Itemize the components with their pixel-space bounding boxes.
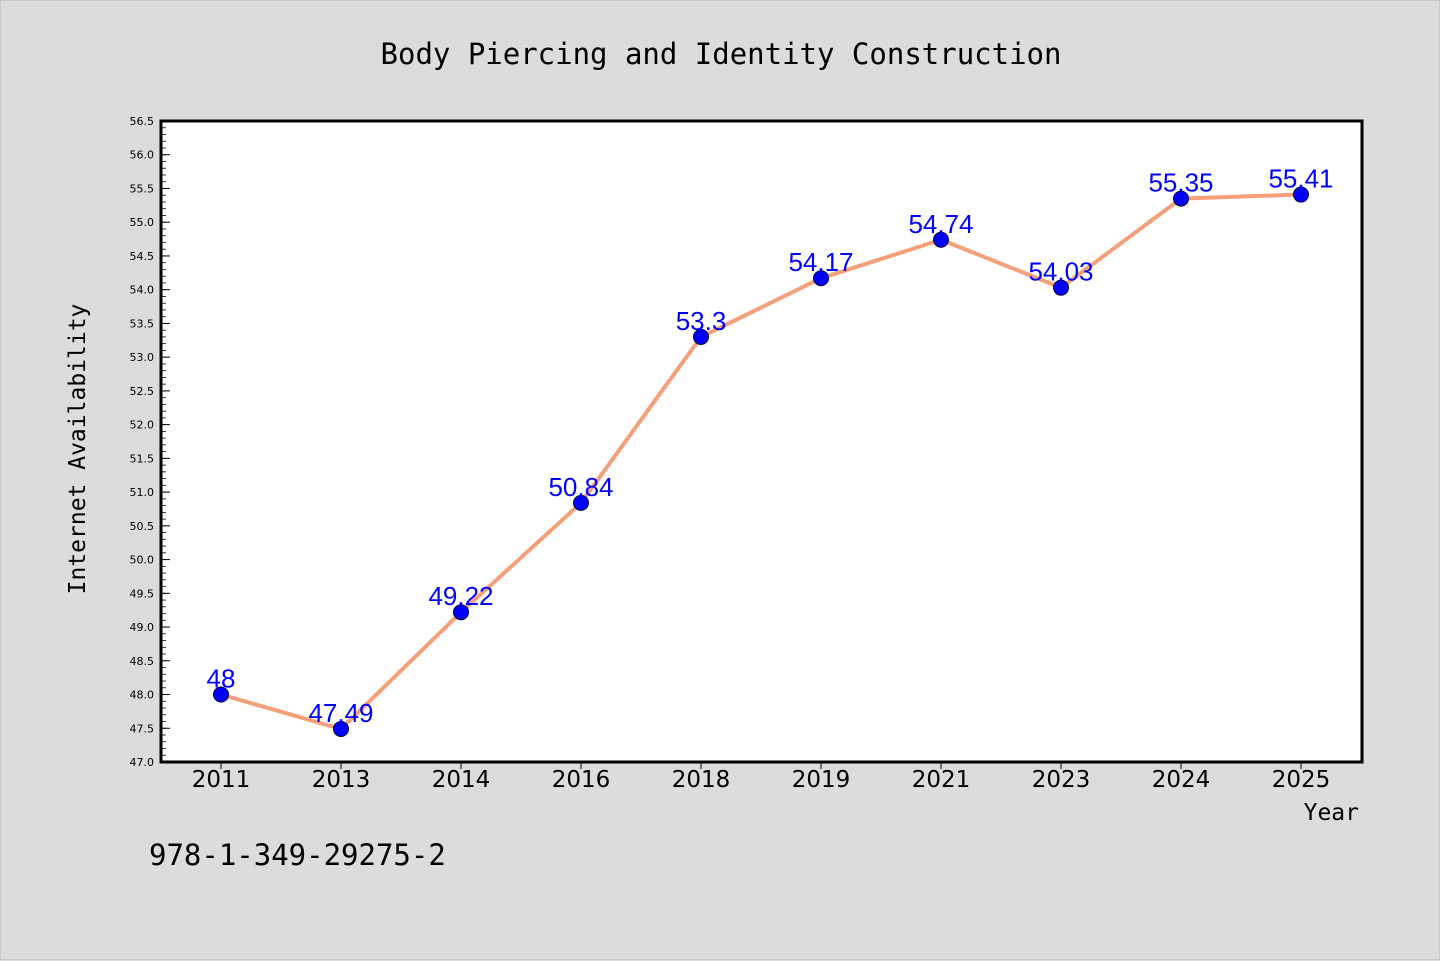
data-label: 53.3 (676, 306, 727, 336)
y-axis-ticks: 47.0 47.5 48.0 48.5 49.0 49.5 50.0 50.5 51.0 51.5… (130, 115, 170, 769)
y-tick-label: 49.0 (130, 621, 155, 634)
y-tick-label: 49.5 (130, 587, 155, 600)
data-label: 55.41 (1268, 164, 1333, 194)
data-labels: 48 47.49 49.22 50.84 53.3 54.17 54.74 54.03 55.3… (207, 164, 1334, 728)
data-point (1293, 186, 1309, 203)
data-label: 48 (207, 664, 236, 694)
y-tick-label: 56.0 (130, 149, 155, 162)
x-tick-label: 2011 (192, 767, 251, 793)
x-tick-label: 2021 (912, 767, 971, 793)
data-point (693, 328, 709, 345)
x-tick-label: 2016 (552, 767, 611, 793)
y-tick-label: 52.0 (130, 419, 155, 432)
y-tick-label: 48.5 (130, 655, 155, 668)
isbn-annotation: 978-1-349-29275-2 (149, 838, 446, 872)
plot-area (161, 121, 1362, 762)
data-point (1173, 190, 1189, 207)
y-tick-label: 50.5 (130, 520, 155, 533)
chart-title: Body Piercing and Identity Construction (381, 37, 1062, 71)
data-label: 54.74 (908, 209, 973, 239)
y-tick-label: 54.5 (130, 250, 155, 263)
data-point (573, 494, 589, 511)
data-point (453, 604, 469, 621)
x-axis-ticks: 2011 2013 2014 2016 2018 2019 2021 2023 2024 2025 (192, 762, 1331, 793)
data-label: 47.49 (308, 698, 373, 728)
data-label: 49.22 (428, 581, 493, 611)
data-point (213, 686, 229, 703)
y-tick-label: 56.5 (130, 115, 155, 128)
y-tick-label: 53.0 (130, 351, 155, 364)
y-tick-label: 50.0 (130, 554, 155, 567)
x-tick-label: 2018 (672, 767, 731, 793)
data-label: 54.17 (788, 247, 853, 277)
data-point (1053, 279, 1069, 296)
y-tick-label: 55.0 (130, 216, 155, 229)
data-label: 54.03 (1028, 257, 1093, 287)
y-tick-label: 51.5 (130, 452, 155, 465)
x-tick-label: 2014 (432, 767, 491, 793)
y-tick-label: 51.0 (130, 486, 155, 499)
x-tick-label: 2013 (312, 767, 371, 793)
x-tick-label: 2023 (1032, 767, 1091, 793)
x-tick-label: 2019 (792, 767, 851, 793)
data-label: 55.35 (1148, 168, 1213, 198)
y-tick-label: 55.5 (130, 182, 155, 195)
y-tick-label: 54.0 (130, 284, 155, 297)
y-tick-label: 48.0 (130, 689, 155, 702)
x-tick-label: 2025 (1272, 767, 1331, 793)
y-tick-label: 47.5 (130, 722, 155, 735)
data-point (333, 720, 349, 737)
data-label: 50.84 (548, 472, 613, 502)
y-tick-label: 47.0 (130, 756, 155, 769)
x-axis-title: Year (1304, 800, 1359, 826)
plot-frame (159, 119, 1364, 764)
data-point (933, 231, 949, 248)
series-line (220, 192, 1302, 731)
x-tick-label: 2024 (1152, 767, 1211, 793)
y-tick-label: 53.5 (130, 317, 155, 330)
y-tick-label: 52.5 (130, 385, 155, 398)
y-axis-title: Internet Availability (65, 304, 91, 595)
data-point (813, 270, 829, 287)
data-markers (213, 186, 1309, 737)
